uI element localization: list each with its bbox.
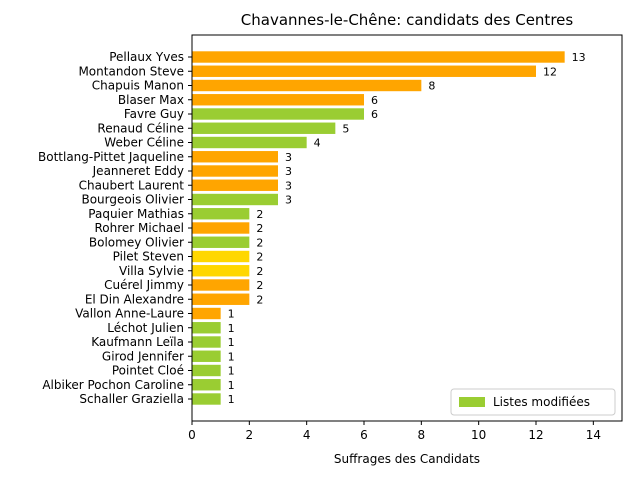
bar (192, 136, 307, 149)
bar (192, 250, 250, 263)
y-tick-label: Pellaux Yves (109, 50, 184, 64)
y-tick-label: Jeanneret Eddy (92, 164, 184, 178)
bar-value-label: 1 (228, 393, 235, 406)
legend-label: Listes modifiées (493, 395, 590, 409)
bar (192, 94, 364, 106)
x-axis-label: Suffrages des Candidats (334, 452, 480, 466)
legend-box (450, 388, 616, 416)
y-tick-label: Blaser Max (118, 93, 184, 107)
y-tick-label: Cuérel Jimmy (104, 278, 184, 292)
y-tick-label: Girod Jennifer (102, 349, 184, 363)
x-ticks: 0 2 4 6 8 10 12 14 (188, 421, 601, 442)
bar-value-label: 1 (228, 308, 235, 321)
bar (192, 79, 422, 92)
bar-value-label: 5 (342, 122, 349, 135)
bar (192, 51, 565, 63)
bar (192, 293, 250, 305)
bar (192, 165, 278, 177)
plot-frame (191, 34, 623, 422)
bar (192, 307, 221, 320)
bar (192, 179, 278, 191)
bar-value-label: 2 (256, 293, 263, 306)
y-tick-label: Pilet Steven (113, 250, 184, 264)
y-tick-label: Albiker Pochon Caroline (42, 378, 184, 392)
bar (192, 193, 278, 206)
bar-value-label: 6 (371, 108, 378, 121)
y-tick-label: Renaud Céline (97, 121, 184, 135)
bar (192, 265, 250, 277)
legend-swatch (459, 397, 485, 407)
x-tick-label: 10 (471, 428, 486, 442)
chart-title: Chavannes-le-Chêne: candidats des Centre… (241, 11, 574, 29)
bar (192, 379, 221, 391)
legend: Listes modifiées (450, 388, 616, 416)
bar (192, 393, 221, 405)
bar (192, 65, 536, 77)
bar-value-label: 1 (228, 336, 235, 349)
bar-value-label: 2 (256, 279, 263, 292)
bar (192, 336, 221, 348)
bar-value-label: 3 (285, 151, 292, 164)
bar (192, 350, 221, 362)
bar-value-label: 3 (285, 179, 292, 192)
bar (192, 108, 364, 120)
bar-value-label: 1 (228, 322, 235, 335)
bar-value-label: 2 (256, 208, 263, 221)
bar (192, 122, 336, 134)
y-tick-label: El Din Alexandre (85, 292, 184, 306)
bar (192, 236, 250, 248)
bar (192, 364, 221, 377)
y-tick-label: Pointet Cloé (112, 364, 184, 378)
y-tick-label: Paquier Mathias (88, 207, 184, 221)
axes-frame (191, 34, 623, 422)
bar-value-label: 3 (285, 165, 292, 178)
y-tick-label: Montandon Steve (78, 64, 184, 78)
bar-value-label: 12 (543, 65, 557, 78)
x-tick-label: 2 (246, 428, 254, 442)
bar-value-label: 1 (228, 365, 235, 378)
y-tick-label: Schaller Graziella (79, 392, 184, 406)
x-tick-label: 0 (188, 428, 196, 442)
bar-value-label: 3 (285, 194, 292, 207)
y-tick-label: Bottlang-Pittet Jaqueline (38, 150, 184, 164)
y-tick-label: Léchot Julien (107, 321, 184, 335)
bar-value-label: 13 (572, 51, 586, 64)
bar-value-label: 2 (256, 265, 263, 278)
bar (192, 222, 250, 234)
y-tick-label: Rohrer Michael (94, 221, 184, 235)
x-tick-label: 14 (586, 428, 601, 442)
x-tick-label: 8 (418, 428, 426, 442)
y-tick-label: Chaubert Laurent (79, 178, 185, 192)
bar (192, 322, 221, 334)
bar-value-label: 4 (314, 137, 321, 150)
bar-value-label: 1 (228, 350, 235, 363)
bar-value-label: 2 (256, 222, 263, 235)
x-tick-label: 4 (303, 428, 311, 442)
bar-value-label: 8 (428, 80, 435, 93)
bar-value-label: 1 (228, 379, 235, 392)
y-tick-label: Kaufmann Leïla (91, 335, 184, 349)
y-tick-label: Bolomey Olivier (89, 235, 184, 249)
bar-value-label: 6 (371, 94, 378, 107)
y-tick-label: Vallon Anne-Laure (75, 307, 184, 321)
bar-value-label: 2 (256, 251, 263, 264)
bar (192, 151, 278, 163)
y-tick-label: Villa Sylvie (119, 264, 184, 278)
x-tick-label: 6 (360, 428, 368, 442)
bar (192, 279, 250, 291)
y-tick-label: Weber Céline (104, 136, 184, 150)
bar (192, 208, 250, 220)
y-tick-label: Favre Guy (124, 107, 184, 121)
x-tick-label: 12 (528, 428, 543, 442)
bar-value-label: 2 (256, 236, 263, 249)
y-tick-label: Bourgeois Olivier (81, 193, 184, 207)
y-tick-label: Chapuis Manon (92, 79, 184, 93)
